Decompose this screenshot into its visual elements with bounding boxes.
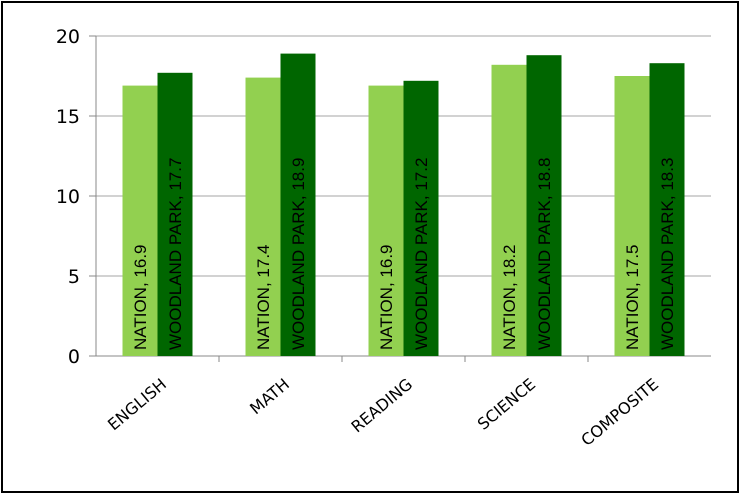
bar-woodland-park-reading	[403, 80, 439, 357]
y-tick-label: 5	[68, 266, 80, 288]
bar-chart: 0 5 10 15 20 NATION, 16.9 WOODLAND PARK, 17.7 E…	[56, 26, 711, 450]
bar-nation-science	[491, 64, 527, 357]
x-tick-label: READING	[347, 375, 416, 437]
bar-nation-reading	[368, 85, 404, 356]
bar-woodland-park-composite	[649, 63, 685, 356]
data-label: WOODLAND PARK, 18.8	[535, 158, 554, 350]
y-tick-label: 20	[56, 26, 80, 48]
bar-woodland-park-english	[157, 72, 193, 357]
x-tick-label: ENGLISH	[104, 375, 170, 435]
y-tick-label: 10	[56, 186, 80, 208]
x-tick-label: SCIENCE	[474, 375, 539, 434]
data-label: WOODLAND PARK, 18.3	[658, 158, 677, 350]
y-tick-label: 15	[56, 106, 80, 128]
bar-nation-composite	[614, 76, 650, 356]
data-label: NATION, 17.4	[254, 245, 273, 351]
y-tick-label: 0	[68, 346, 80, 368]
bar-woodland-park-science	[526, 55, 562, 356]
data-label: WOODLAND PARK, 17.7	[166, 158, 185, 350]
data-label: WOODLAND PARK, 18.9	[289, 158, 308, 350]
data-label: NATION, 16.9	[377, 245, 396, 351]
x-tick-label: COMPOSITE	[577, 375, 662, 450]
data-label: NATION, 18.2	[500, 245, 519, 351]
bar-nation-english	[122, 85, 158, 356]
data-label: WOODLAND PARK, 17.2	[412, 158, 431, 350]
bar-nation-math	[245, 77, 281, 356]
bar-woodland-park-math	[280, 53, 316, 356]
data-label: NATION, 16.9	[131, 245, 150, 351]
data-label: NATION, 17.5	[623, 245, 642, 351]
x-tick-label: MATH	[246, 375, 293, 419]
